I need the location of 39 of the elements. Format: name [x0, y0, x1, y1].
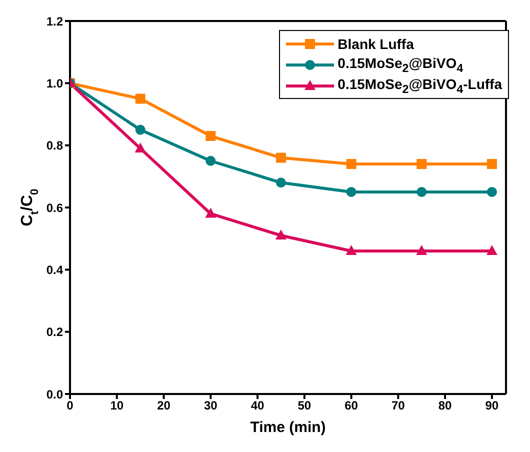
point	[276, 152, 286, 163]
point	[416, 245, 428, 256]
point	[486, 158, 497, 169]
x-axis-title: Time (min)	[250, 419, 326, 436]
x-tick-label: 20	[157, 398, 171, 413]
point	[486, 186, 497, 197]
point	[346, 186, 356, 197]
legend-label: 0.15MoSe$_{2}$@BiVO$_{4}$-Luffa	[338, 76, 502, 96]
y-tick-label: 0.8	[46, 138, 64, 153]
x-tick-label: 80	[438, 398, 452, 413]
point	[135, 124, 146, 135]
point	[346, 245, 357, 256]
y-tick-label: 1.0	[46, 76, 64, 90]
point	[346, 158, 356, 169]
point	[416, 158, 427, 169]
legend-label: Blank Luffa	[338, 36, 414, 52]
x-tick-label: 10	[110, 398, 124, 413]
point	[206, 156, 216, 166]
y-tick-label: 0.0	[46, 387, 64, 402]
point	[205, 208, 216, 218]
y-tick-label: 0.6	[46, 200, 64, 215]
x-tick-label: 0	[66, 398, 74, 413]
point	[134, 142, 146, 152]
x-tick-label: 40	[250, 398, 265, 413]
x-tick-label: 30	[204, 398, 218, 413]
x-tick-label: 90	[485, 398, 499, 413]
point	[486, 245, 498, 256]
y-tick-label: 0.4	[46, 262, 64, 277]
y-tick-label: 1.2	[46, 14, 64, 28]
point	[416, 186, 427, 197]
point	[206, 131, 216, 142]
point	[275, 229, 286, 240]
point	[276, 178, 286, 188]
x-tick-label: 70	[391, 398, 406, 413]
x-tick-label: 50	[298, 398, 312, 413]
point	[135, 94, 146, 104]
legend-label: 0.15MoSe$_{2}$@BiVO$_{4}$	[338, 54, 464, 74]
x-tick-label: 60	[344, 398, 358, 413]
y-tick-label: 0.2	[46, 325, 64, 340]
